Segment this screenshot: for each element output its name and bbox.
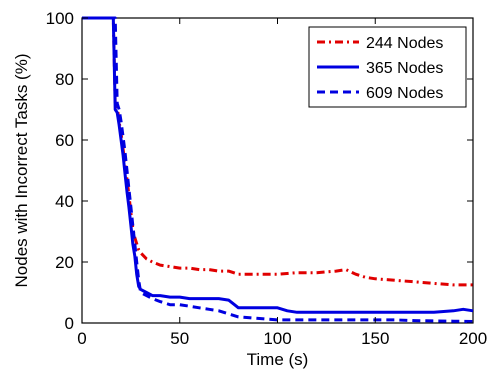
y-tick-label: 60 bbox=[55, 131, 74, 150]
x-tick-label: 0 bbox=[77, 329, 86, 348]
x-axis-label: Time (s) bbox=[247, 350, 309, 369]
series-line-3 bbox=[82, 16, 474, 323]
y-axis-label: Nodes with Incorrect Tasks (%) bbox=[12, 54, 31, 288]
plot-area: 0 50 100 150 200 0 20 40 60 80 100 bbox=[46, 9, 488, 348]
y-tick-label: 40 bbox=[55, 192, 74, 211]
legend: 244 Nodes 365 Nodes 609 Nodes bbox=[308, 26, 467, 108]
y-tick-label: 100 bbox=[46, 9, 74, 28]
x-tick-label: 200 bbox=[459, 329, 487, 348]
y-tick-label: 20 bbox=[55, 253, 74, 272]
y-tick-label: 80 bbox=[55, 70, 74, 89]
legend-label-2: 365 Nodes bbox=[366, 60, 443, 77]
y-tick-label: 0 bbox=[65, 314, 74, 333]
series-layer bbox=[82, 16, 474, 323]
x-tick-label: 50 bbox=[170, 329, 189, 348]
legend-label-3: 609 Nodes bbox=[366, 85, 443, 102]
series-line-2 bbox=[82, 16, 474, 314]
series-line-1 bbox=[82, 16, 473, 287]
legend-label-1: 244 Nodes bbox=[366, 35, 443, 52]
x-tick-label: 150 bbox=[361, 329, 389, 348]
tick-layer: 0 50 100 150 200 0 20 40 60 80 100 bbox=[46, 9, 488, 348]
x-tick-label: 100 bbox=[263, 329, 291, 348]
